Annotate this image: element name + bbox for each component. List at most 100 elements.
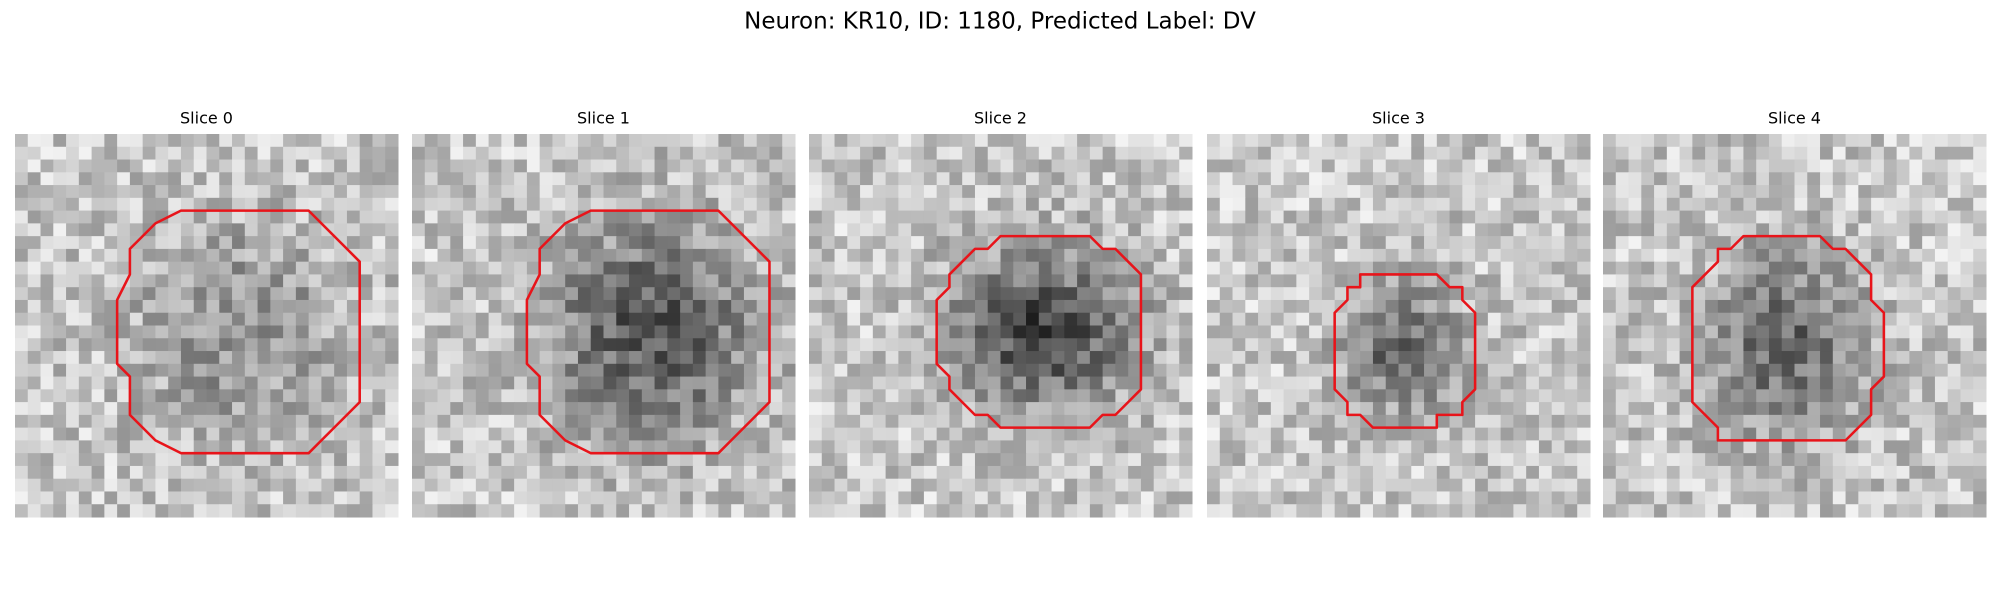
- pixel: [1026, 376, 1040, 390]
- pixel: [565, 312, 579, 327]
- pixel: [1077, 248, 1091, 263]
- pixel: [641, 363, 656, 378]
- pixel: [283, 376, 297, 390]
- pixel: [616, 325, 630, 339]
- pixel: [15, 210, 29, 224]
- pixel: [1922, 338, 1936, 352]
- pixel: [565, 351, 579, 365]
- pixel: [1321, 236, 1336, 250]
- pixel: [232, 338, 246, 352]
- pixel: [117, 402, 131, 416]
- pixel: [1909, 402, 1923, 416]
- pixel: [206, 274, 220, 288]
- pixel: [1756, 414, 1770, 429]
- pixel: [1743, 351, 1757, 365]
- pixel: [1000, 236, 1014, 250]
- pixel: [1500, 351, 1514, 365]
- pixel: [629, 197, 643, 212]
- pixel: [1577, 478, 1591, 492]
- pixel: [1449, 261, 1463, 275]
- pixel: [66, 376, 80, 390]
- pixel: [1768, 491, 1783, 505]
- pixel: [1909, 351, 1923, 365]
- pixel: [1207, 236, 1221, 250]
- pixel: [1115, 236, 1129, 250]
- pixel: [1730, 325, 1744, 339]
- pixel: [1449, 491, 1463, 505]
- pixel: [1896, 414, 1910, 429]
- pixel: [180, 312, 195, 327]
- pixel: [1013, 504, 1027, 518]
- pixel: [450, 312, 464, 327]
- pixel: [1026, 389, 1040, 403]
- pixel: [860, 172, 874, 186]
- pixel: [180, 427, 195, 441]
- pixel: [949, 363, 963, 378]
- pixel: [1245, 402, 1259, 416]
- pixel: [1026, 504, 1040, 518]
- pixel: [1424, 159, 1438, 173]
- pixel: [1436, 440, 1451, 454]
- pixel: [692, 478, 707, 492]
- pixel: [1219, 172, 1234, 186]
- pixel: [552, 185, 566, 199]
- pixel: [1270, 363, 1285, 378]
- pixel: [731, 363, 745, 378]
- pixel: [412, 338, 426, 352]
- pixel: [129, 440, 144, 454]
- pixel: [1245, 223, 1259, 237]
- pixel: [936, 440, 950, 454]
- pixel: [1896, 363, 1910, 378]
- pixel: [1832, 146, 1847, 161]
- pixel: [1128, 453, 1142, 467]
- pixel: [180, 223, 195, 237]
- pixel: [847, 402, 861, 416]
- pixel: [180, 376, 195, 390]
- pixel: [244, 389, 259, 403]
- pixel: [1526, 223, 1540, 237]
- pixel: [577, 146, 592, 161]
- pixel: [616, 414, 630, 429]
- pixel: [1871, 440, 1885, 454]
- pixel: [1603, 440, 1617, 454]
- pixel: [66, 236, 80, 250]
- pixel: [1871, 274, 1885, 288]
- pixel: [782, 261, 796, 275]
- pixel: [463, 236, 477, 250]
- pixel: [898, 197, 912, 212]
- pixel: [1500, 172, 1514, 186]
- pixel: [1717, 312, 1732, 327]
- pixel: [539, 159, 553, 173]
- pixel: [552, 134, 566, 148]
- pixel: [1934, 376, 1949, 390]
- pixel: [809, 274, 823, 288]
- pixel: [769, 351, 783, 365]
- pixel: [756, 427, 770, 441]
- pixel: [1487, 376, 1502, 390]
- pixel: [756, 236, 770, 250]
- pixel: [78, 363, 93, 378]
- pixel: [1219, 210, 1234, 224]
- pixel: [437, 491, 451, 505]
- pixel: [847, 210, 861, 224]
- pixel: [1013, 363, 1027, 378]
- pixel: [450, 440, 464, 454]
- pixel: [629, 478, 643, 492]
- pixel: [1360, 223, 1374, 237]
- pixel: [1166, 312, 1180, 327]
- pixel: [40, 402, 54, 416]
- pixel: [1270, 287, 1285, 301]
- pixel: [219, 351, 233, 365]
- pixel: [1794, 440, 1808, 454]
- pixel: [334, 453, 348, 467]
- pixel: [168, 465, 182, 480]
- pixel: [1947, 325, 1961, 339]
- pixel: [1858, 172, 1872, 186]
- pixel: [295, 325, 310, 339]
- pixel: [756, 338, 770, 352]
- pixel: [450, 389, 464, 403]
- pixel: [911, 159, 925, 173]
- pixel: [1309, 363, 1323, 378]
- pixel: [1436, 261, 1451, 275]
- pixel: [1794, 134, 1808, 148]
